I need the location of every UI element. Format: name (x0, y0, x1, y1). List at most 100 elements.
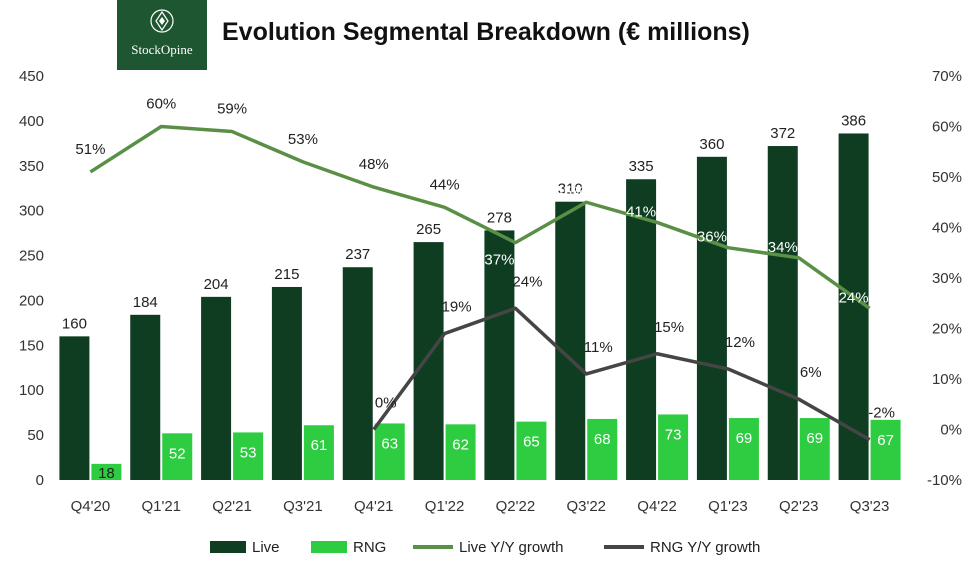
y-right-tick-label: 40% (932, 220, 962, 237)
data-label-live: 386 (841, 112, 866, 129)
data-label-rng: 69 (806, 430, 823, 447)
line-live-growth (89, 124, 871, 310)
x-tick-label: Q2'23 (779, 498, 819, 515)
data-label-rng-growth: 6% (800, 364, 822, 381)
legend-swatch-live-growth (413, 545, 453, 549)
y-right-tick-label: 70% (932, 68, 962, 85)
data-label-live-growth: 41% (626, 203, 656, 220)
data-label-rng: 68 (594, 431, 611, 448)
chart-title: Evolution Segmental Breakdown (€ million… (222, 18, 750, 46)
line-rng-growth (372, 306, 871, 442)
y-left-tick-label: 400 (19, 113, 44, 130)
data-label-rng: 52 (169, 445, 186, 462)
data-label-live-growth: 34% (768, 239, 798, 256)
y-right-tick-label: 60% (932, 119, 962, 136)
y-left-tick-label: 0 (36, 472, 44, 489)
bar-live (413, 242, 444, 480)
bar-live (130, 314, 161, 480)
data-label-live-growth: 37% (484, 252, 514, 269)
bar-live (767, 146, 798, 480)
legend-item-rng: RNG (311, 537, 386, 557)
logo-text: StockOpine (131, 42, 193, 57)
legend-swatch-rng (311, 541, 347, 553)
data-label-rng: 65 (523, 434, 540, 451)
data-label-live-growth: 45% (555, 183, 585, 200)
data-label-rng-growth: 24% (512, 273, 542, 290)
legend-item-rng-growth: RNG Y/Y growth (604, 537, 760, 557)
x-tick-label: Q1'23 (708, 498, 748, 515)
data-label-rng: 67 (877, 432, 894, 449)
data-label-rng-growth: 12% (725, 334, 755, 351)
y-right-tick-label: -10% (927, 472, 962, 489)
data-label-rng-growth: 19% (442, 299, 472, 316)
bar-rng (728, 418, 759, 480)
bar-rng (870, 419, 901, 480)
legend-label-live: Live (252, 538, 280, 556)
bar-live (342, 267, 373, 480)
legend-label-live-growth: Live Y/Y growth (459, 538, 564, 556)
bar-live (555, 201, 586, 480)
bar-rng (587, 418, 618, 480)
bar-rng (374, 423, 405, 480)
legend: Live RNG Live Y/Y growth RNG Y/Y growth (0, 535, 975, 559)
legend-label-rng: RNG (353, 538, 387, 556)
bar-rng (799, 418, 830, 480)
legend-swatch-rng-growth (604, 545, 644, 549)
x-tick-label: Q1'21 (141, 498, 181, 515)
bar-rng (233, 432, 264, 480)
x-tick-label: Q4'22 (637, 498, 677, 515)
data-label-live-growth: 48% (359, 156, 389, 173)
x-tick-label: Q4'21 (354, 498, 394, 515)
legend-label-rng-growth: RNG Y/Y growth (650, 538, 761, 556)
data-label-rng-growth: 15% (654, 319, 684, 336)
bar-live (838, 133, 869, 481)
logo-emblem-icon (150, 9, 174, 33)
y-right-tick-label: 10% (932, 371, 962, 388)
x-tick-label: Q3'23 (850, 498, 890, 515)
data-label-rng-growth: 0% (375, 395, 397, 412)
data-label-live: 335 (629, 158, 654, 175)
y-left-tick-label: 50 (27, 427, 44, 444)
data-label-live: 237 (345, 246, 370, 263)
y-right-tick-label: 0% (940, 422, 962, 439)
bar-live (271, 286, 302, 480)
y-left-tick-label: 150 (19, 337, 44, 354)
bar-live (201, 296, 232, 480)
bar-rng (516, 421, 547, 480)
chart-canvas: 0 50 100 150 200 250 300 350 400 450 -10% 0% 10% 20% 3… (19, 68, 962, 515)
logo: StockOpine (117, 0, 207, 70)
data-label-rng: 73 (665, 426, 682, 443)
data-label-live: 278 (487, 209, 512, 226)
data-label-rng: 18 (98, 465, 115, 482)
x-tick-label: Q2'22 (496, 498, 536, 515)
bar-rng (162, 433, 193, 480)
bar-rng (445, 424, 476, 480)
bar-live (484, 230, 515, 480)
data-label-live: 310 (558, 181, 583, 198)
data-label-rng: 63 (381, 435, 398, 452)
data-label-rng: 53 (240, 444, 257, 461)
bar-rng (303, 425, 334, 480)
bar-rng (91, 463, 122, 480)
data-label-live: 215 (274, 266, 299, 283)
bar-live (59, 336, 90, 480)
data-label-live: 160 (62, 315, 87, 332)
legend-item-live: Live (210, 537, 280, 557)
bar-rng (658, 414, 689, 480)
data-label-live: 184 (133, 294, 158, 311)
y-left-tick-label: 250 (19, 248, 44, 265)
data-label-live-growth: 36% (697, 229, 727, 246)
x-tick-label: Q1'22 (425, 498, 465, 515)
data-label-rng: 61 (311, 437, 328, 454)
data-label-live: 360 (699, 136, 724, 153)
legend-item-live-growth: Live Y/Y growth (413, 537, 564, 557)
bar-live (626, 179, 657, 480)
y-left-tick-label: 200 (19, 292, 44, 309)
y-right-tick-label: 30% (932, 270, 962, 287)
y-left-tick-label: 350 (19, 158, 44, 175)
x-tick-label: Q4'20 (71, 498, 111, 515)
y-left-tick-label: 100 (19, 382, 44, 399)
data-label-live: 265 (416, 221, 441, 238)
data-label-live-growth: 44% (430, 176, 460, 193)
data-label-rng: 62 (452, 436, 469, 453)
